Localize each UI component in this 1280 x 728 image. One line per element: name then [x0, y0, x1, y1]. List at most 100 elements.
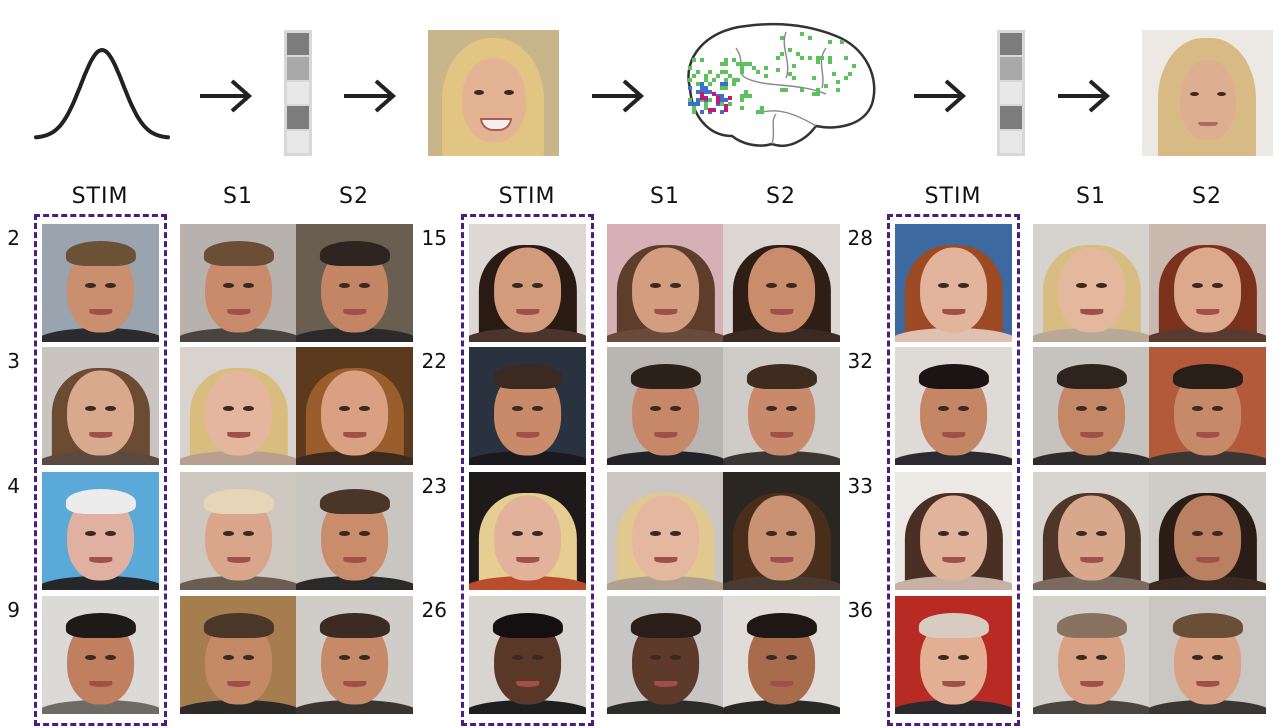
left-eye	[339, 283, 350, 288]
voxel	[744, 90, 748, 94]
right-eye	[1096, 655, 1107, 660]
stimulus-face	[469, 472, 586, 590]
right-eye	[243, 406, 254, 411]
left-eye	[938, 655, 949, 660]
voxel	[828, 56, 832, 60]
left-eye	[223, 531, 234, 536]
right-eye	[670, 531, 681, 536]
voxel	[724, 86, 728, 90]
voxel	[720, 70, 724, 74]
left-eye	[938, 531, 949, 536]
shoulders	[469, 575, 586, 590]
right-eye	[786, 655, 797, 660]
voxel	[836, 88, 840, 92]
voxel	[696, 82, 700, 86]
hair	[1056, 363, 1127, 390]
voxel	[728, 102, 732, 106]
right-eye	[359, 655, 370, 660]
voxel	[792, 64, 796, 68]
column-label-s1: S1	[650, 184, 680, 209]
hair	[746, 363, 817, 390]
voxel	[784, 88, 788, 92]
voxel	[724, 104, 728, 108]
shoulders	[469, 699, 586, 714]
mouth	[342, 431, 367, 438]
subject1-face	[180, 224, 297, 342]
right-eye	[359, 406, 370, 411]
mouth	[941, 308, 966, 315]
shoulders	[42, 699, 159, 714]
mouth	[941, 431, 966, 438]
voxel	[720, 82, 724, 86]
subject2-face	[1149, 472, 1266, 590]
voxel	[840, 40, 844, 44]
voxel	[736, 78, 740, 82]
left-eye	[1192, 655, 1203, 660]
left-eye	[1076, 655, 1087, 660]
hair	[319, 488, 390, 515]
voxel	[696, 98, 700, 102]
left-eye	[339, 655, 350, 660]
voxel	[692, 74, 696, 78]
subject1-face	[607, 472, 724, 590]
voxel	[708, 70, 712, 74]
row-label: 2	[7, 226, 20, 250]
voxel	[812, 76, 816, 80]
stimulus-face	[42, 347, 159, 465]
voxel	[740, 66, 744, 70]
voxel	[844, 76, 848, 80]
column-label-s2: S2	[766, 184, 796, 209]
arrow-right-icon	[200, 79, 253, 113]
voxel	[716, 100, 720, 104]
left-eye	[85, 406, 96, 411]
voxel	[796, 52, 800, 56]
voxel	[700, 110, 704, 114]
voxel	[736, 62, 740, 66]
voxel	[728, 96, 732, 100]
hair	[918, 612, 989, 639]
latent-cell	[1000, 81, 1022, 105]
latent-cell	[1000, 106, 1022, 129]
voxel	[760, 106, 764, 110]
subject1-face	[607, 596, 724, 714]
mouth	[226, 680, 251, 687]
voxel	[712, 108, 716, 112]
row-label: 33	[847, 474, 873, 498]
mouth	[515, 308, 540, 315]
voxel	[744, 62, 748, 66]
right-eye	[1212, 406, 1223, 411]
left-eye	[339, 531, 350, 536]
voxel	[704, 106, 708, 110]
hair	[65, 488, 136, 515]
row-label: 36	[847, 598, 873, 622]
subject2-face	[296, 347, 413, 465]
left-eye	[223, 406, 234, 411]
left-eye	[339, 406, 350, 411]
face-skin	[204, 370, 273, 456]
row-label: 26	[421, 598, 447, 622]
voxel	[724, 98, 728, 102]
face-skin	[1173, 495, 1242, 581]
voxel	[724, 78, 728, 82]
latent-vector-icon	[997, 30, 1025, 156]
shoulders	[895, 575, 1012, 590]
voxel	[776, 56, 780, 60]
right-eye	[359, 283, 370, 288]
shoulders	[1149, 450, 1266, 465]
right-eye	[359, 531, 370, 536]
voxel	[732, 78, 736, 82]
left-eye	[1076, 531, 1087, 536]
mouth	[226, 308, 251, 315]
hair	[1172, 612, 1243, 639]
mouth	[1079, 431, 1104, 438]
mouth	[226, 556, 251, 563]
subject1-face	[180, 472, 297, 590]
shoulders	[607, 450, 724, 465]
shoulders	[723, 575, 840, 590]
shoulders	[296, 327, 413, 342]
voxel	[704, 90, 708, 94]
voxel	[704, 102, 708, 106]
face-skin	[919, 495, 988, 581]
hair	[630, 363, 701, 390]
right-eye	[1096, 406, 1107, 411]
